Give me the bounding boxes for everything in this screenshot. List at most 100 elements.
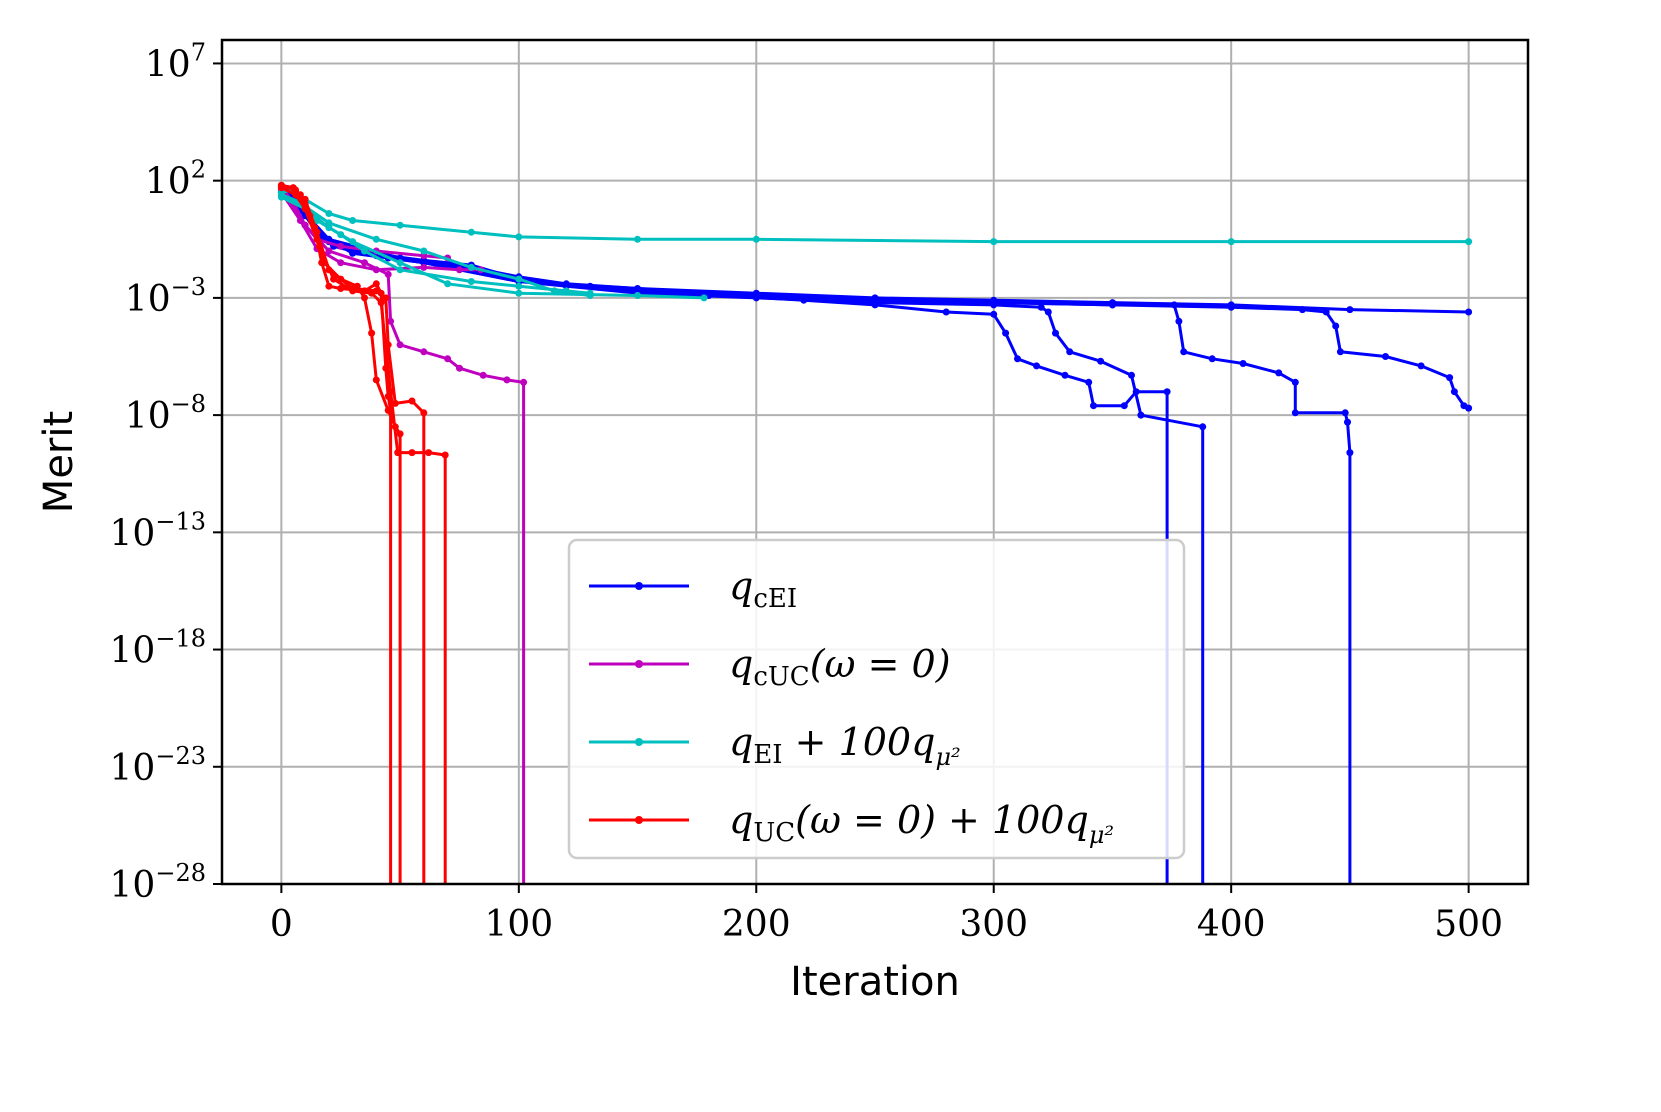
- data-point: [1227, 303, 1235, 311]
- data-point: [1208, 355, 1216, 363]
- data-point: [1382, 353, 1389, 360]
- data-point: [990, 238, 998, 246]
- data-point: [315, 242, 323, 250]
- data-point: [387, 317, 395, 325]
- data-point: [1322, 308, 1330, 316]
- data-point: [382, 294, 390, 302]
- data-point: [515, 275, 523, 283]
- data-point: [384, 406, 392, 414]
- data-point: [456, 364, 463, 372]
- data-point: [1298, 306, 1306, 314]
- data-point: [752, 235, 760, 243]
- data-point: [1465, 238, 1473, 246]
- data-point: [408, 449, 416, 457]
- x-tick-label: 300: [959, 904, 1028, 945]
- data-point: [337, 285, 345, 292]
- data-point: [1227, 238, 1235, 246]
- data-point: [372, 280, 380, 288]
- data-point: [520, 378, 528, 386]
- data-point: [990, 310, 998, 318]
- plot-area: [277, 181, 1473, 884]
- legend-label-qEI100: qEI + 100qμ²: [729, 720, 961, 771]
- data-point: [1090, 402, 1097, 410]
- data-point: [1014, 355, 1021, 363]
- data-point: [394, 449, 402, 457]
- data-point: [1291, 378, 1299, 386]
- data-point: [1332, 322, 1340, 330]
- data-point: [349, 249, 357, 257]
- series-line-15: [280, 186, 447, 884]
- data-point: [387, 388, 395, 396]
- y-tick-label: 10−18: [110, 625, 206, 672]
- data-point: [456, 266, 463, 274]
- data-point: [396, 430, 404, 438]
- data-point: [1346, 306, 1354, 314]
- data-point: [1044, 308, 1052, 316]
- data-point: [425, 449, 433, 457]
- data-point: [1085, 378, 1093, 386]
- x-tick-label: 500: [1434, 904, 1503, 945]
- data-point: [467, 278, 475, 285]
- data-point: [420, 348, 428, 356]
- legend-marker-qcUC: [635, 660, 643, 668]
- data-point: [1341, 409, 1349, 417]
- data-point: [349, 217, 357, 224]
- data-point: [441, 451, 449, 459]
- legend: qcEI qcUC(ω = 0) qEI + 100qμ² qUC(ω = 0) + …: [567, 538, 1186, 860]
- data-point: [467, 228, 475, 236]
- y-tick-label: 107: [145, 38, 206, 85]
- y-tick-label: 10−8: [125, 390, 206, 437]
- data-point: [1450, 388, 1458, 396]
- plot-frame: [220, 38, 1530, 886]
- data-point: [292, 191, 300, 199]
- series-line-4: [280, 188, 1470, 410]
- data-point: [372, 235, 380, 243]
- series-line-8: [281, 188, 1469, 244]
- data-point: [420, 263, 428, 271]
- data-point: [503, 376, 511, 384]
- data-point: [444, 280, 452, 288]
- data-point: [325, 282, 333, 290]
- data-point: [1291, 409, 1299, 417]
- data-point: [325, 210, 333, 217]
- data-point: [372, 376, 380, 384]
- legend-label-qcEI: qcEI: [729, 564, 797, 614]
- x-tick-label: 100: [484, 904, 553, 945]
- data-point: [396, 266, 404, 274]
- legend-label-qUC100: qUC(ω = 0) + 100qμ²: [729, 798, 1114, 849]
- legend-marker-qEI100: [635, 738, 643, 746]
- data-point: [550, 287, 558, 295]
- data-point: [301, 205, 309, 213]
- data-point: [1002, 329, 1010, 337]
- data-point: [361, 294, 368, 302]
- data-point: [337, 242, 345, 250]
- data-point: [330, 275, 338, 283]
- data-point: [752, 292, 760, 299]
- data-point: [277, 184, 285, 192]
- x-tick-label: 0: [270, 904, 293, 945]
- series-line-7: [280, 189, 526, 884]
- y-tick-label: 10−13: [110, 507, 206, 554]
- data-point: [420, 409, 428, 417]
- y-tick-label: 10−28: [110, 859, 206, 906]
- data-point: [1239, 360, 1247, 367]
- data-point: [515, 289, 523, 297]
- data-point: [396, 221, 404, 229]
- data-point: [586, 292, 594, 299]
- data-point: [467, 263, 475, 271]
- x-tick-label: 400: [1197, 904, 1266, 945]
- data-point: [301, 221, 309, 229]
- x-tick-label: 200: [722, 904, 791, 945]
- series-line-0: [280, 184, 1469, 314]
- data-point: [1033, 362, 1040, 370]
- data-point: [277, 191, 285, 199]
- axes: 0 100 200 300 400 500 107 102 10−3 10−8 10−13 10−18…: [36, 38, 1530, 1005]
- data-point: [1037, 303, 1045, 311]
- data-point: [634, 292, 641, 299]
- data-point: [1275, 369, 1283, 377]
- data-point: [289, 184, 297, 192]
- data-point: [1336, 348, 1344, 356]
- data-point: [1163, 388, 1171, 396]
